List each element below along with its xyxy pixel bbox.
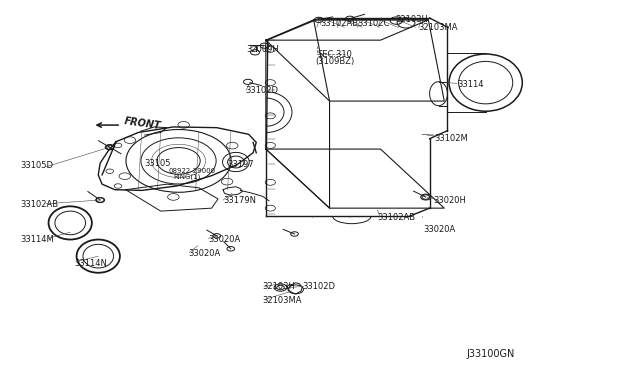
Text: 33102D: 33102D (302, 282, 335, 291)
Text: 33179N: 33179N (223, 196, 256, 205)
Text: 33102AB: 33102AB (20, 200, 59, 209)
Text: 08922-29000: 08922-29000 (168, 168, 216, 174)
Text: 33114: 33114 (457, 80, 483, 89)
Text: 33102C: 33102C (357, 19, 389, 28)
Text: 33102AB: 33102AB (378, 213, 415, 222)
Text: 32103MA: 32103MA (419, 23, 458, 32)
Text: 33102M: 33102M (435, 134, 468, 142)
Text: 33114M: 33114M (20, 235, 54, 244)
Text: 33020A: 33020A (423, 225, 456, 234)
Text: 33114N: 33114N (75, 259, 108, 268)
Text: 32103H: 32103H (262, 282, 296, 291)
Text: 33105: 33105 (145, 159, 172, 169)
Text: (3109BZ): (3109BZ) (315, 57, 354, 66)
Text: 33102D: 33102D (245, 86, 278, 94)
Text: 32103MA: 32103MA (262, 296, 302, 305)
Text: 32103H: 32103H (395, 15, 428, 24)
Text: 33197: 33197 (228, 160, 254, 169)
Text: 33020A: 33020A (209, 235, 241, 244)
Text: 33105D: 33105D (20, 161, 54, 170)
Text: 33020A: 33020A (188, 249, 220, 258)
Text: SEC.310: SEC.310 (317, 51, 353, 60)
Text: FRONT: FRONT (124, 116, 162, 132)
Text: RING(1): RING(1) (173, 174, 201, 180)
Text: 33020H: 33020H (433, 196, 467, 205)
Text: 33102AB: 33102AB (320, 19, 358, 28)
Text: J33100GN: J33100GN (467, 349, 515, 359)
Text: 32009H: 32009H (246, 45, 280, 54)
